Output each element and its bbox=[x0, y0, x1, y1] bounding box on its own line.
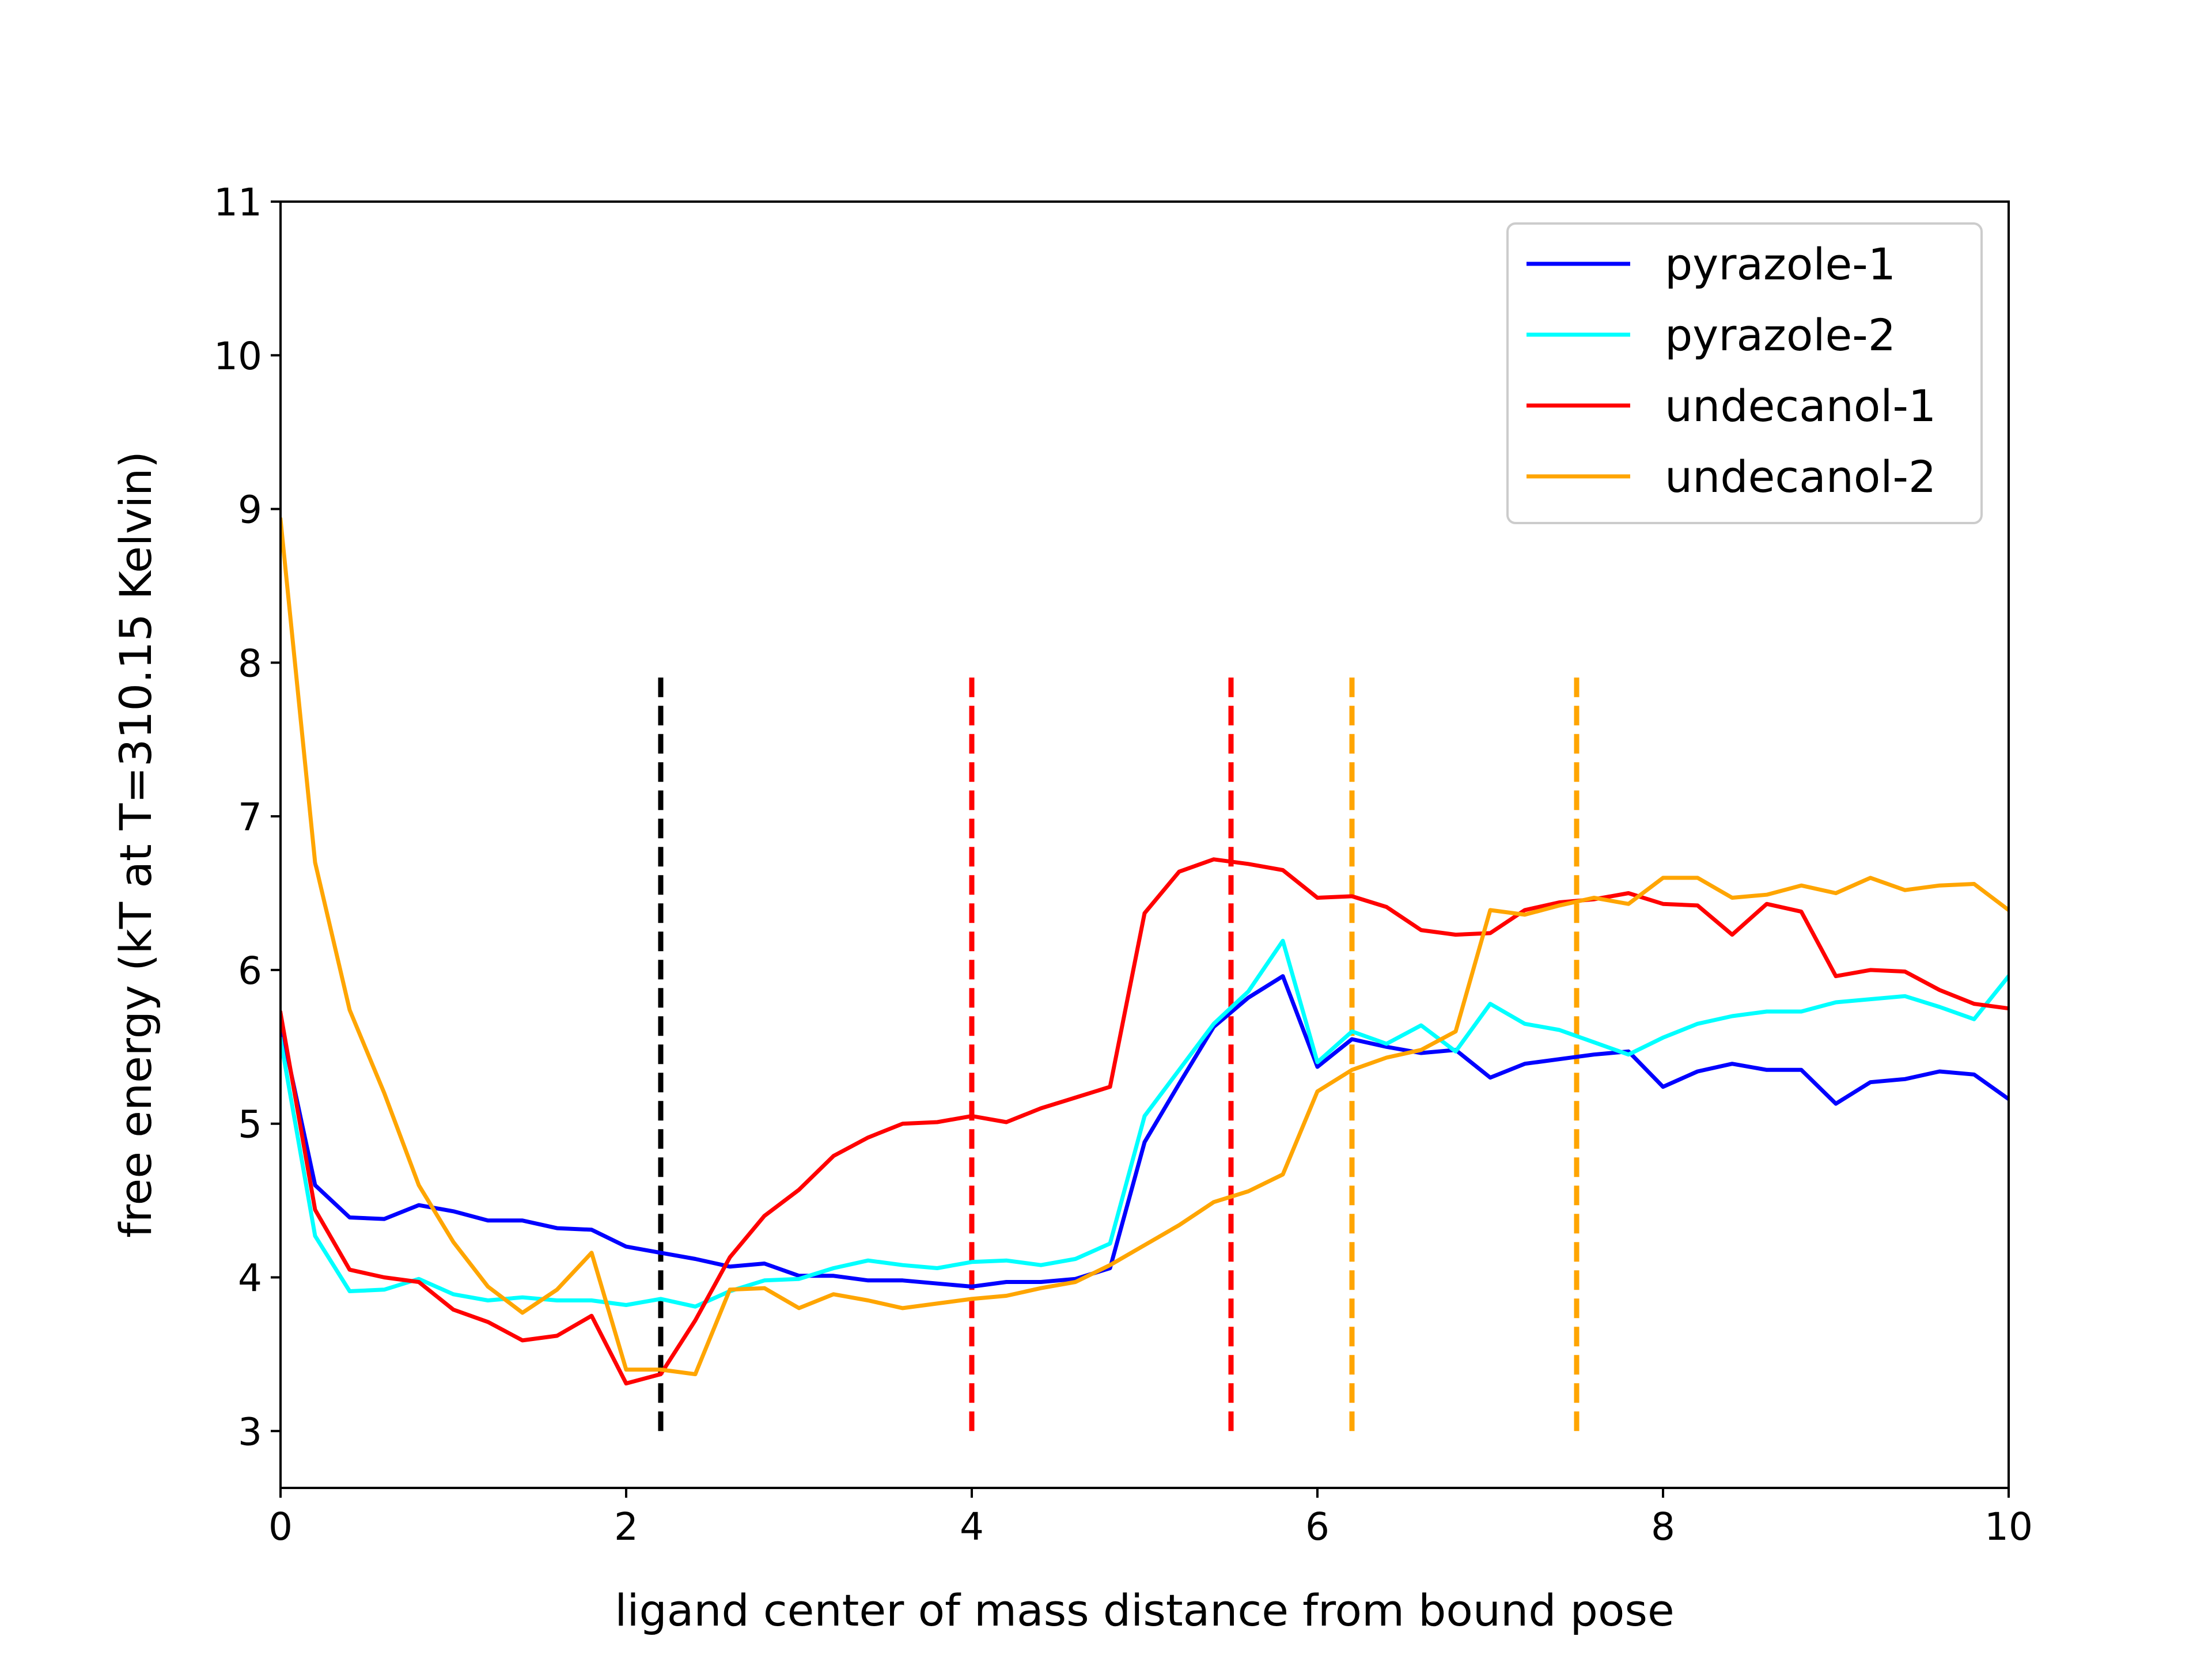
y-tick-label: 3 bbox=[238, 1410, 262, 1454]
series-line-undecanol-1 bbox=[281, 857, 2009, 1386]
x-tick-label: 4 bbox=[960, 1505, 984, 1549]
legend: pyrazole-1 pyrazole-2 undecanol-1 undecanol… bbox=[1506, 222, 1983, 524]
legend-label-pyrazole-2: pyrazole-2 bbox=[1665, 309, 1896, 361]
x-tick-label: 2 bbox=[614, 1505, 638, 1549]
y-tick-label: 10 bbox=[214, 334, 262, 378]
y-tick-label: 8 bbox=[238, 641, 262, 685]
plot-data-layer bbox=[281, 517, 2009, 1431]
x-tick-label: 10 bbox=[1984, 1505, 2033, 1549]
series-line-pyrazole-2 bbox=[281, 938, 2009, 1309]
y-tick-label: 11 bbox=[214, 180, 262, 225]
y-tick-label: 4 bbox=[238, 1256, 262, 1301]
plot-area-frame bbox=[279, 200, 2010, 1489]
y-tick-label: 6 bbox=[238, 949, 262, 993]
series-line-undecanol-2 bbox=[281, 517, 2009, 1377]
axes: 0 2 4 6 8 10 3 4 5 6 7 8 9 10 11 bbox=[214, 180, 2033, 1549]
y-tick-label: 5 bbox=[238, 1103, 262, 1147]
y-tick-label: 9 bbox=[238, 488, 262, 532]
y-axis-label: free energy (kT at T=310.15 Kelvin) bbox=[110, 451, 161, 1238]
x-tick-label: 8 bbox=[1651, 1505, 1675, 1549]
legend-box bbox=[1506, 222, 1983, 524]
legend-label-pyrazole-1: pyrazole-1 bbox=[1665, 238, 1896, 290]
x-axis-label: ligand center of mass distance from boun… bbox=[615, 1585, 1674, 1636]
x-tick-label: 0 bbox=[268, 1505, 293, 1549]
series-line-pyrazole-1 bbox=[281, 974, 2009, 1289]
legend-label-undecanol-2: undecanol-2 bbox=[1665, 451, 1936, 502]
x-tick-label: 6 bbox=[1305, 1505, 1330, 1549]
legend-label-undecanol-1: undecanol-1 bbox=[1665, 380, 1936, 431]
y-tick-label: 7 bbox=[238, 795, 262, 839]
